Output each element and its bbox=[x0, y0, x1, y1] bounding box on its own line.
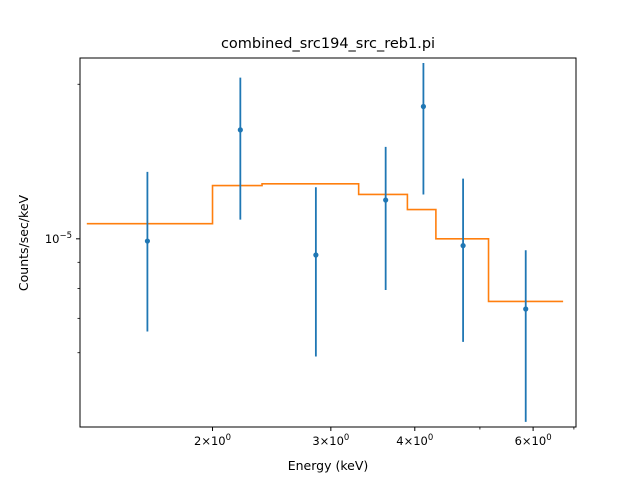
x-tick-exponent: 0 bbox=[428, 433, 433, 443]
chart-title: combined_src194_src_reb1.pi bbox=[221, 36, 435, 52]
x-tick-exponent: 0 bbox=[344, 433, 349, 443]
x-axis-label: Energy (keV) bbox=[288, 458, 369, 473]
data-point bbox=[460, 243, 466, 249]
data-point bbox=[383, 197, 389, 203]
model-step-line bbox=[86, 182, 564, 303]
x-tick-label: 6×100 bbox=[515, 433, 552, 448]
x-tick-exponent: 0 bbox=[226, 433, 231, 443]
data-point bbox=[313, 252, 319, 258]
x-tick-label: 3×100 bbox=[312, 433, 349, 448]
plot-frame bbox=[79, 57, 577, 428]
data-point bbox=[237, 127, 243, 133]
x-tick-mantissa: 2×10 bbox=[194, 434, 226, 448]
x-tick-mantissa: 6×10 bbox=[515, 434, 547, 448]
x-tick-mantissa: 3×10 bbox=[312, 434, 344, 448]
y-tick-label: 10−5 bbox=[45, 231, 72, 246]
data-point bbox=[144, 238, 151, 244]
x-tick-mantissa: 4×10 bbox=[396, 434, 428, 448]
y-tick-base: 10 bbox=[45, 232, 60, 246]
data-point bbox=[420, 103, 427, 110]
x-tick-label: 2×100 bbox=[194, 433, 231, 448]
x-tick-exponent: 0 bbox=[546, 433, 551, 443]
y-axis-label: Counts/sec/keV bbox=[16, 194, 31, 291]
x-tick-label: 4×100 bbox=[396, 433, 433, 448]
y-tick-exponent: −5 bbox=[59, 231, 72, 241]
data-point bbox=[523, 306, 529, 312]
